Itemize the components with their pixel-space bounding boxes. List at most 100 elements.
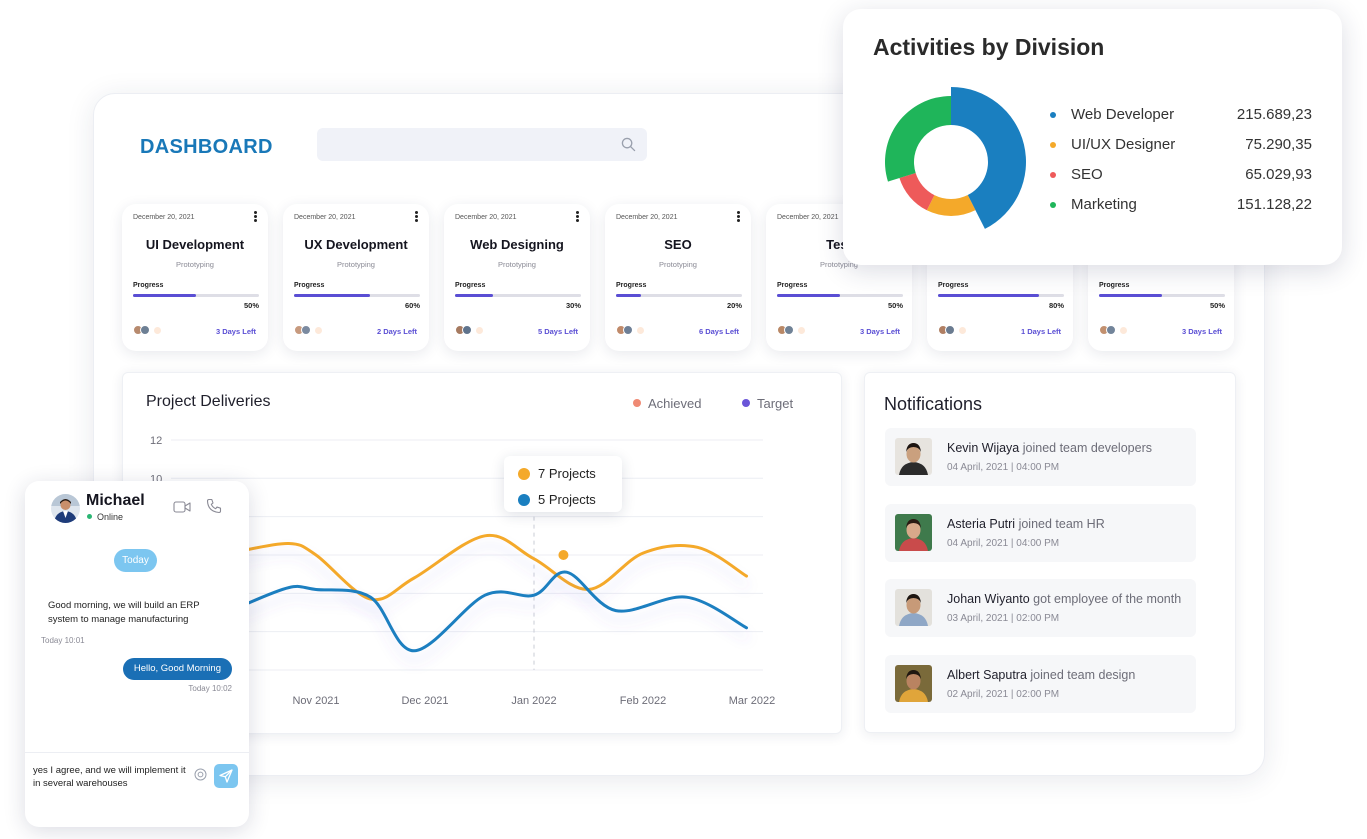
notification-text: Johan Wiyanto got employee of the month [947,592,1181,606]
progress-label: Progress [133,282,164,289]
donut-slice-marketing[interactable] [884,96,951,182]
add-member-icon[interactable] [475,326,484,335]
search-icon[interactable] [621,137,636,152]
progress-bar-fill [133,294,196,297]
progress-percent: 50% [1209,301,1225,310]
incoming-message: Good morning, we will build an ERP syste… [48,600,200,625]
project-name: SEO [664,237,692,252]
notifications-panel: Notifications Kevin Wijaya joined team d… [864,372,1236,733]
progress-bar [616,294,742,297]
notification-time: 04 April, 2021 | 04:00 PM [947,462,1060,473]
highlight-data-point[interactable] [558,549,569,560]
legend-target[interactable]: Target [742,396,793,411]
activities-title: Activities by Division [873,34,1105,60]
progress-bar-fill [294,294,370,297]
team-avatars[interactable] [455,325,485,337]
avatar [895,514,932,551]
notification-item[interactable]: Kevin Wijaya joined team developers 04 Ap… [885,428,1196,486]
division-label: Marketing [1071,196,1137,213]
days-left: 5 Days Left [537,327,578,336]
add-member-icon[interactable] [153,326,162,335]
notification-item[interactable]: Johan Wiyanto got employee of the month 0… [885,579,1196,637]
notification-user: Kevin Wijaya [947,441,1020,455]
team-avatars[interactable] [616,325,646,337]
chat-status: Online [87,512,123,522]
days-left: 3 Days Left [1181,327,1222,336]
progress-label: Progress [1099,282,1130,289]
progress-label: Progress [616,282,647,289]
project-category: Prototyping [820,260,858,269]
division-swatch [1050,172,1056,178]
y-tick-label: 12 [150,435,162,447]
days-left: 6 Days Left [698,327,739,336]
project-date: December 20, 2021 [616,214,678,221]
donut-slice-web-developer[interactable] [951,87,1026,229]
send-icon [219,769,233,783]
series-line-1[interactable] [238,570,748,653]
progress-bar [777,294,903,297]
team-avatars[interactable] [777,325,807,337]
progress-percent: 60% [404,301,420,310]
project-card[interactable]: December 20, 2021 SEO Prototyping Progress 2… [605,204,751,351]
add-member-icon[interactable] [1119,326,1128,335]
division-value: 65.029,93 [1245,166,1312,183]
project-card[interactable]: December 20, 2021 Web Designing Prototypin… [444,204,590,351]
notification-action: got employee of the month [1033,592,1182,606]
video-call-icon[interactable] [173,500,191,514]
project-date: December 20, 2021 [455,214,517,221]
donut-slice-ui-ux-designer[interactable] [926,195,976,216]
add-member-icon[interactable] [636,326,645,335]
notification-action: joined team developers [1022,441,1152,455]
tooltip-row-achieved: 7 Projects [518,466,596,481]
outgoing-message: Hello, Good Morning [122,658,232,680]
add-member-icon[interactable] [958,326,967,335]
tooltip-target-swatch [518,494,530,506]
progress-bar [133,294,259,297]
notification-time: 04 April, 2021 | 04:00 PM [947,538,1060,549]
project-category: Prototyping [498,260,536,269]
more-options-icon[interactable] [254,211,258,223]
project-name: Web Designing [470,237,564,252]
more-options-icon[interactable] [576,211,580,223]
progress-bar-fill [455,294,493,297]
series-line-0[interactable] [238,534,748,602]
add-member-icon[interactable] [314,326,323,335]
team-avatars[interactable] [133,325,163,337]
chart-title: Project Deliveries [146,393,271,410]
project-card[interactable]: December 20, 2021 UX Development Prototypi… [283,204,429,351]
send-button[interactable] [214,764,238,788]
tooltip-target-text: 5 Projects [538,492,596,507]
avatar[interactable] [51,494,80,523]
donut-slice-seo[interactable] [899,172,935,211]
project-card[interactable]: December 20, 2021 UI Development Prototypi… [122,204,268,351]
progress-percent: 20% [726,301,742,310]
notification-action: joined team HR [1018,517,1105,531]
x-tick-label: Mar 2022 [729,695,775,707]
more-options-icon[interactable] [737,211,741,223]
team-avatars[interactable] [1099,325,1129,337]
team-avatars[interactable] [938,325,968,337]
progress-percent: 80% [1048,301,1064,310]
team-avatars[interactable] [294,325,324,337]
chat-widget: Michael Online Today Good morning, we wi… [25,481,249,827]
more-options-icon[interactable] [415,211,419,223]
add-member-icon[interactable] [797,326,806,335]
outgoing-message-time: Today 10:02 [188,684,232,693]
legend-achieved[interactable]: Achieved [633,396,701,411]
progress-bar-fill [777,294,840,297]
chat-message-input[interactable]: yes I agree, and we will implement it in… [33,765,186,789]
emoji-icon[interactable] [194,768,207,781]
division-row: Web Developer 215.689,23 [1050,106,1312,126]
avatar [301,325,311,335]
progress-percent: 30% [565,301,581,310]
progress-bar [938,294,1064,297]
notification-item[interactable]: Asteria Putri joined team HR 04 April, 20… [885,504,1196,562]
division-row: UI/UX Designer 75.290,35 [1050,136,1312,156]
division-swatch [1050,112,1056,118]
x-tick-label: Dec 2021 [401,695,448,707]
notification-item[interactable]: Albert Saputra joined team design 02 Apri… [885,655,1196,713]
search-input[interactable] [317,128,647,161]
progress-label: Progress [294,282,325,289]
phone-call-icon[interactable] [206,498,222,514]
